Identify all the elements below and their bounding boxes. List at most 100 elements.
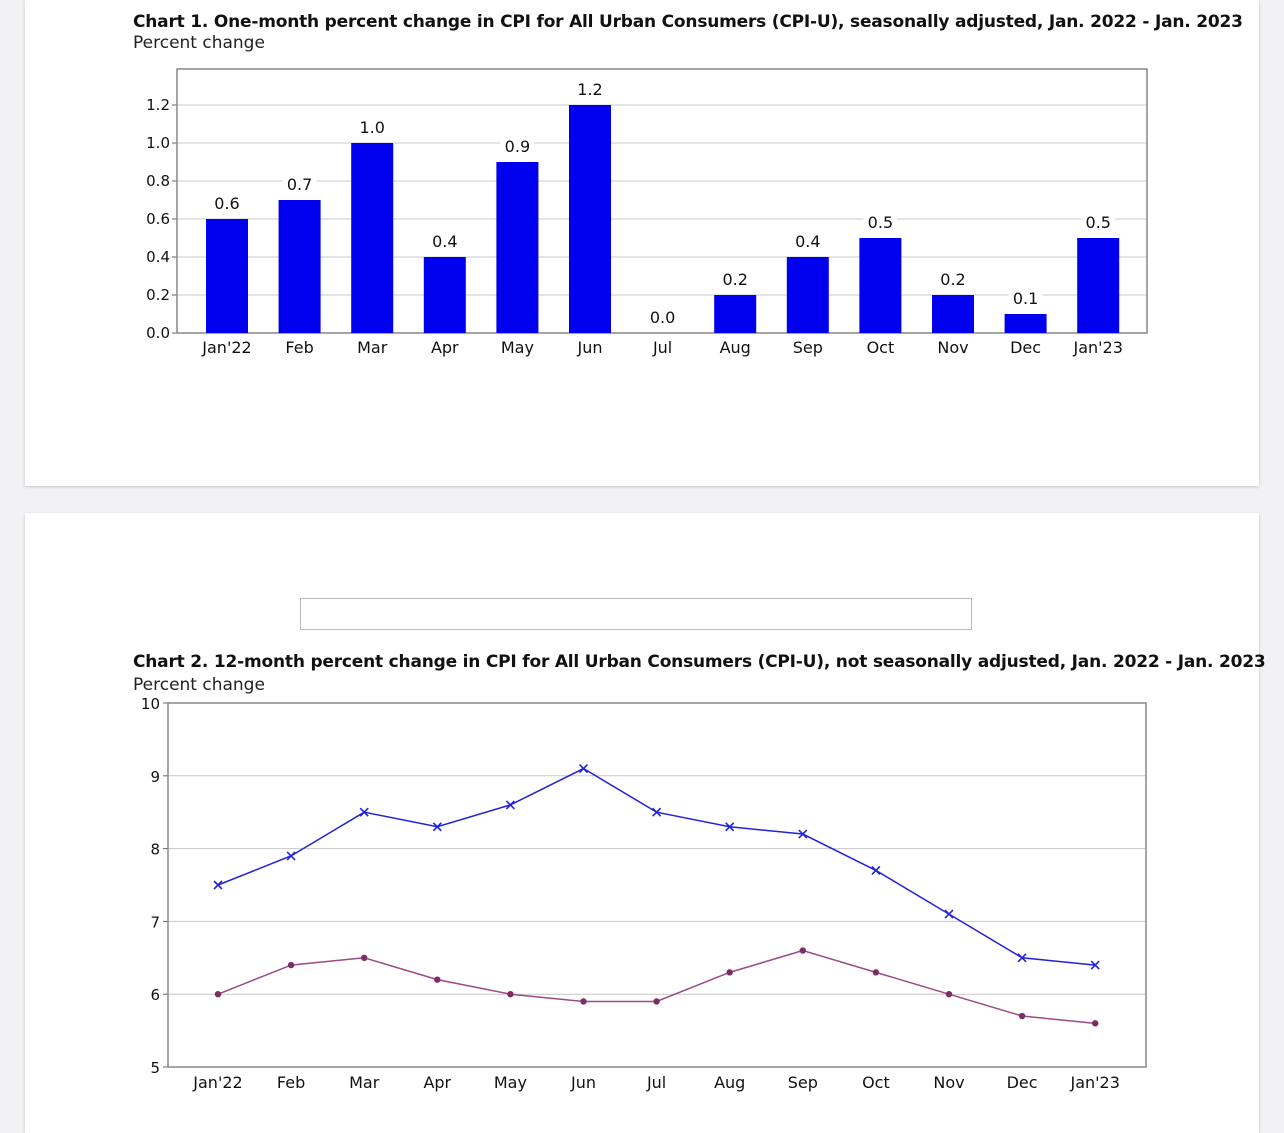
marker-stroke [578,763,589,774]
data-label-bg [1008,289,1043,309]
bar [1004,314,1047,333]
bar [278,200,321,333]
series-point [872,969,880,976]
x-tick-label: Nov [933,1073,964,1092]
series-point [944,909,954,919]
series-point [1090,960,1100,970]
x-tick-label: Jun [577,338,603,357]
x-tick-label: Mar [357,338,388,357]
chart-2-legend-box [300,598,972,630]
x-tick-label: Nov [937,338,968,357]
series-point [213,880,223,890]
series-point [359,807,369,817]
x-tick-label: Mar [349,1073,380,1092]
data-label-bg [282,175,317,195]
y-tick-label: 1.0 [146,134,170,152]
series-point [1017,953,1027,963]
marker-stroke [871,865,881,876]
data-label-bg [573,80,607,100]
data-label: 1.0 [359,118,384,137]
data-label: 0.7 [287,175,312,194]
x-tick-label: Sep [788,1073,818,1092]
bar [206,219,248,333]
series-point [653,998,660,1005]
y-tick-label: 0.2 [146,286,170,304]
bar [859,238,902,333]
series-line [217,949,1096,1025]
series-point [287,961,295,969]
x-tick-label: May [501,338,534,357]
marker-stroke [944,909,954,919]
marker-stroke [725,822,735,832]
series-point [214,991,222,998]
data-label: 0.4 [432,232,457,251]
series-point [434,976,441,983]
chart-2-title: Chart 2. 12-month percent change in CPI … [133,652,1266,672]
data-label: 1.2 [577,80,602,99]
x-tick-label: Jan'23 [1072,338,1122,357]
marker-stroke [1090,960,1100,970]
series-point [871,865,881,876]
plot-border [176,68,1148,334]
series-point [507,991,514,998]
series-point [726,969,733,976]
y-tick-label: 0.0 [146,324,170,342]
series-line [217,767,1096,966]
x-tick-label: May [494,1073,527,1092]
bar [423,257,466,333]
series-point [725,822,735,832]
series-point [361,954,368,961]
series-point [505,800,515,810]
data-label-bg [718,270,753,290]
series-point [945,991,953,998]
y-tick-label: 10 [141,695,160,713]
data-label-bg [210,194,244,214]
data-label-bg [863,213,898,233]
y-tick-label: 5 [150,1059,160,1077]
y-tick-label: 1.2 [146,96,170,114]
series-point [578,763,589,774]
x-tick-label: Feb [277,1073,305,1092]
data-label: 0.2 [940,270,965,289]
data-label-bg [790,232,825,252]
plot-border [167,702,1147,1068]
series-point [1092,1020,1099,1027]
data-label: 0.5 [868,213,893,232]
data-label-bg [427,232,462,252]
y-tick-label: 9 [150,768,160,786]
y-tick-label: 8 [150,841,160,859]
y-tick-label: 0.4 [146,248,170,266]
chart-1-ylabel: Percent change [133,33,265,53]
data-label: 0.1 [1013,289,1038,308]
x-tick-label: Apr [431,338,459,357]
data-label: 0.5 [1085,213,1110,232]
x-tick-label: Jul [652,338,672,357]
bar [714,295,757,333]
marker-stroke [286,851,296,861]
bar [569,105,611,333]
x-tick-label: Jun [570,1073,596,1092]
x-tick-label: Aug [720,338,751,357]
marker-stroke [798,829,808,839]
x-tick-label: Dec [1010,338,1041,357]
x-tick-label: Jul [646,1073,666,1092]
data-label: 0.4 [795,232,820,251]
x-tick-label: Apr [423,1073,451,1092]
data-label-bg [355,118,390,138]
x-tick-label: Oct [867,338,895,357]
bar [1077,238,1120,333]
data-label-bg [500,137,535,157]
chart-2-ylabel: Percent change [133,675,265,695]
bar [932,295,974,333]
data-label-bg [645,308,680,328]
series-point [1018,1012,1026,1020]
data-label-bg [1081,213,1116,233]
series-point [799,947,806,954]
marker-stroke [652,807,662,817]
series-point [286,851,296,861]
x-tick-label: Aug [714,1073,745,1092]
x-tick-label: Oct [862,1073,890,1092]
bar [351,143,394,333]
x-tick-label: Jan'22 [201,338,251,357]
